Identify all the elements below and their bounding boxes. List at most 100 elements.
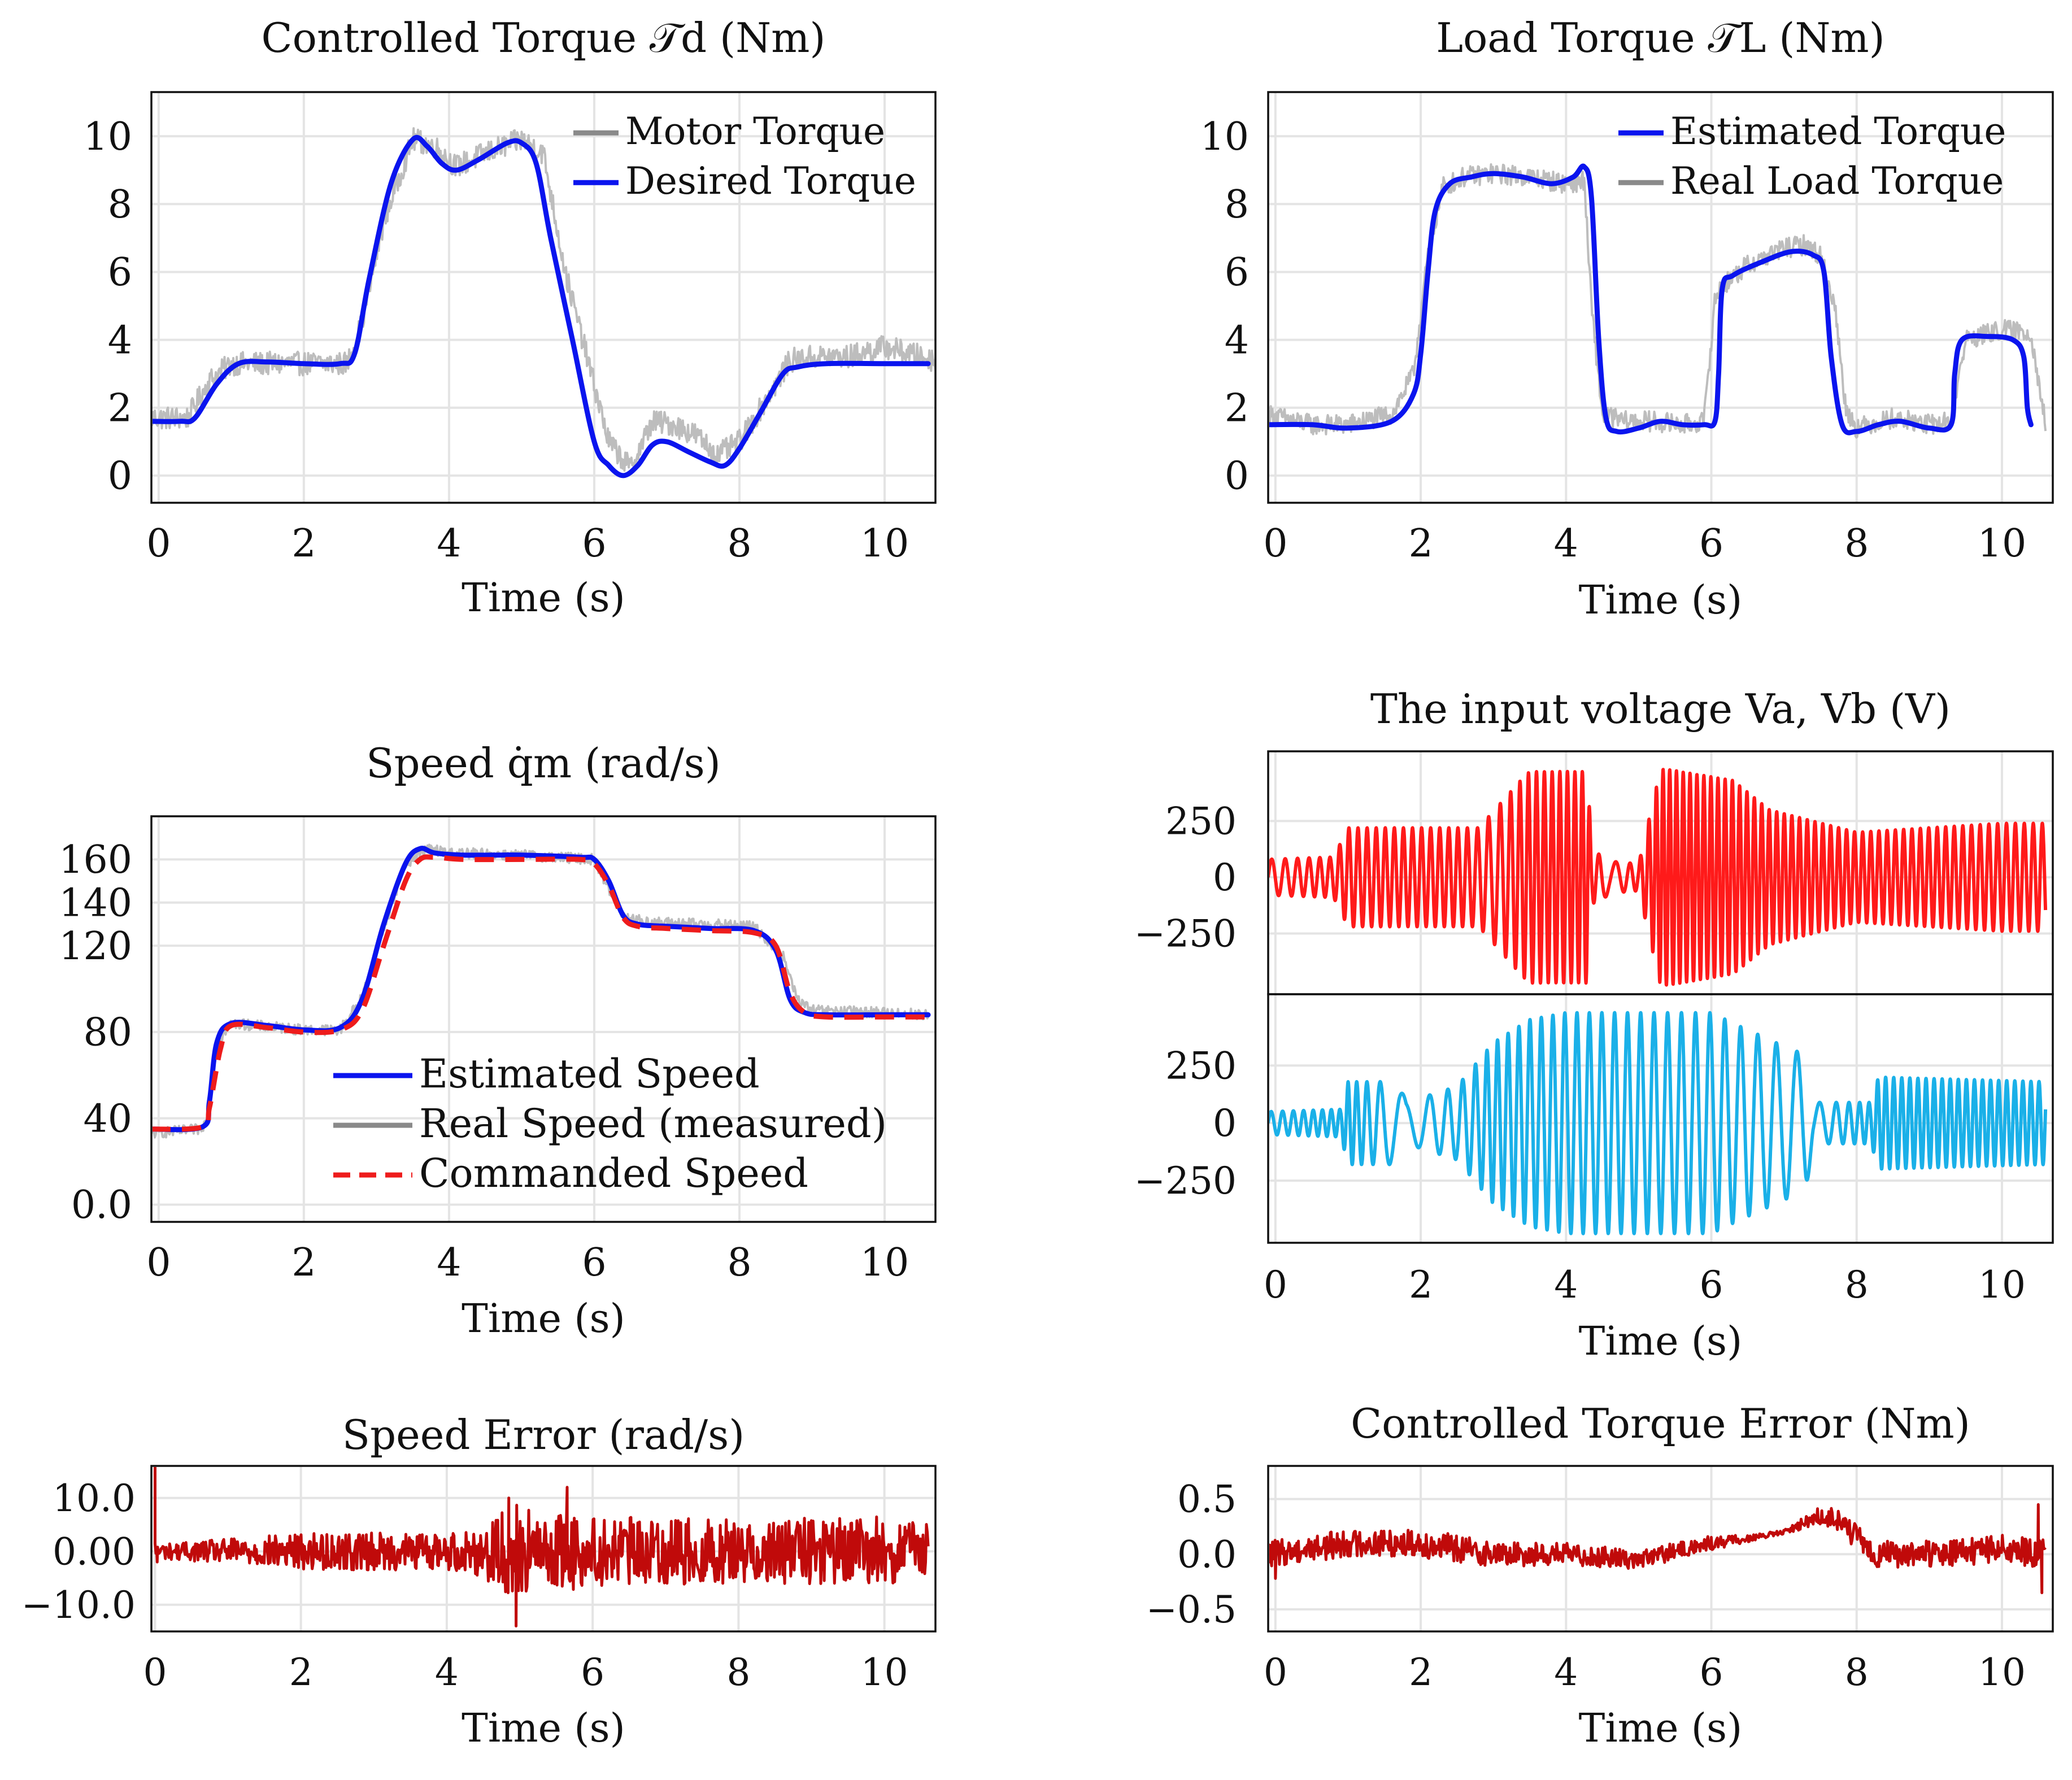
x-tick-label: 2 <box>291 521 316 566</box>
x-tick-label: 0 <box>146 521 171 566</box>
x-tick-label: 2 <box>1409 1263 1433 1307</box>
plot-frame <box>150 91 937 504</box>
legend-label-estimated-torque: Estimated Torque <box>1670 110 2006 153</box>
legend-label-commanded-speed: Commanded Speed <box>419 1150 808 1196</box>
y-tick-label: 120 <box>59 924 132 969</box>
chart-title: Controlled Torque Error (Nm) <box>1351 1400 1970 1447</box>
y-tick-label: 250 <box>1165 800 1237 843</box>
x-tick-label: 0 <box>146 1241 171 1285</box>
series-line-desired-torque <box>153 134 931 478</box>
y-tick-label: −10.0 <box>21 1583 136 1627</box>
y-tick-label: 2 <box>108 386 132 431</box>
y-tick-label: 6 <box>1225 250 1249 295</box>
x-tick-label: 0 <box>1263 521 1287 566</box>
x-tick-label: 0 <box>1264 1651 1287 1694</box>
x-tick-label: 10 <box>1978 1263 2026 1307</box>
x-tick-label: 8 <box>727 1241 751 1285</box>
x-tick-label: 6 <box>1699 521 1723 566</box>
x-axis-label: Time (s) <box>462 1705 625 1751</box>
x-tick-label: 6 <box>582 521 606 566</box>
y-tick-label: 0.5 <box>1177 1478 1237 1521</box>
y-tick-label: 160 <box>59 838 132 882</box>
y-tick-label: 4 <box>1225 318 1249 363</box>
x-axis-label: Time (s) <box>1579 1705 1743 1751</box>
x-tick-label: 6 <box>1700 1651 1723 1694</box>
y-tick-label: −250 <box>1134 1159 1237 1203</box>
x-tick-label: 8 <box>727 521 751 566</box>
y-tick-label: 10 <box>1200 115 1249 159</box>
chart-title: Speed q̇m (rad/s) <box>366 739 721 787</box>
plot-frame <box>1267 1465 2054 1633</box>
y-tick-label: 140 <box>59 881 132 926</box>
x-tick-label: 8 <box>1845 1263 1869 1307</box>
chart-title: Controlled Torque 𝒯d (Nm) <box>262 14 826 62</box>
x-tick-label: 4 <box>1554 1651 1578 1694</box>
y-tick-label: 4 <box>108 318 132 363</box>
plot-frame <box>150 1465 937 1633</box>
y-tick-label: 8 <box>108 182 132 227</box>
x-tick-label: 0 <box>143 1651 167 1694</box>
y-tick-label: −0.5 <box>1146 1588 1237 1631</box>
series-line-va <box>1269 768 2048 987</box>
series-line-estimated-torque <box>1269 163 2034 436</box>
chart-load-torque: Load Torque 𝒯L (Nm) 0 2 4 6 8 10 0 2 4 6 8 10 Time (s… <box>1200 14 2054 623</box>
x-tick-label: 4 <box>1554 1263 1578 1307</box>
y-tick-label: 0 <box>1213 1102 1237 1145</box>
x-tick-label: 10 <box>861 1651 908 1694</box>
chart-title: Speed Error (rad/s) <box>342 1411 745 1459</box>
x-tick-label: 10 <box>860 1241 909 1285</box>
legend-label-real-load-torque: Real Load Torque <box>1670 159 2004 203</box>
series-line-motor-torque <box>153 127 934 472</box>
legend-label-motor-torque: Motor Torque <box>625 110 885 153</box>
y-tick-label: 6 <box>108 250 132 295</box>
chart-controlled-torque-error: Controlled Torque Error (Nm) 0.5 0.0 −0.5 0 2… <box>1146 1400 2054 1751</box>
x-tick-label: 4 <box>1554 521 1578 566</box>
series-line-speed-error <box>154 1467 930 1627</box>
plot-frame-vb <box>1267 993 2054 1244</box>
y-tick-label: 2 <box>1225 386 1249 431</box>
y-tick-label: 0 <box>1213 856 1237 899</box>
series-line-estimated-speed <box>153 846 931 1133</box>
chart-title: Load Torque 𝒯L (Nm) <box>1436 14 1885 62</box>
x-tick-label: 4 <box>437 521 461 566</box>
series-line-vb <box>1269 1011 2048 1235</box>
x-tick-label: 4 <box>435 1651 459 1694</box>
x-tick-label: 10 <box>1978 521 2027 566</box>
chart-controlled-torque: Controlled Torque 𝒯d (Nm) 0 2 4 6 8 10 0 2 4 6 8 10 T… <box>83 14 937 621</box>
y-tick-label: 0 <box>108 454 132 499</box>
series-line-commanded-speed <box>153 854 929 1132</box>
chart-speed-error: Speed Error (rad/s) 10.0 0.00 −10.00 2 4 6 8 10 T… <box>21 1411 937 1751</box>
x-tick-label: 4 <box>437 1241 461 1285</box>
x-tick-label: 2 <box>1408 521 1433 566</box>
y-tick-label: 40 <box>83 1096 132 1141</box>
x-axis-label: Time (s) <box>1579 1318 1743 1364</box>
x-tick-label: 10 <box>1978 1651 2026 1694</box>
legend-label-desired-torque: Desired Torque <box>625 159 916 203</box>
x-tick-label: 8 <box>1845 1651 1869 1694</box>
chart-title: The input voltage Va, Vb (V) <box>1370 685 1951 733</box>
y-tick-label: 250 <box>1165 1044 1237 1087</box>
x-tick-label: 2 <box>291 1241 316 1285</box>
y-tick-label: 8 <box>1225 182 1249 227</box>
y-tick-label: 0.0 <box>71 1183 132 1228</box>
x-tick-label: 8 <box>1844 521 1869 566</box>
x-axis-label: Time (s) <box>462 1295 625 1342</box>
x-tick-label: 2 <box>289 1651 313 1694</box>
x-axis-label: Time (s) <box>462 575 625 621</box>
legend-label-estimated-speed: Estimated Speed <box>419 1051 760 1097</box>
x-tick-label: 8 <box>726 1651 750 1694</box>
series-line-controlled-torque-error <box>1269 1503 2047 1595</box>
y-tick-label: 0 <box>1225 454 1249 499</box>
y-tick-label: 10 <box>83 115 132 159</box>
chart-input-voltage: The input voltage Va, Vb (V) 250 0 −250 250 0… <box>1134 685 2054 1364</box>
x-tick-label: 0 <box>1264 1263 1287 1307</box>
x-axis-label: Time (s) <box>1579 577 1743 623</box>
y-tick-label: 10.0 <box>53 1477 136 1520</box>
y-tick-label: 0.0 <box>1177 1533 1237 1576</box>
x-tick-label: 2 <box>1409 1651 1433 1694</box>
plot-frame <box>1267 91 2054 504</box>
x-tick-label: 10 <box>860 521 909 566</box>
y-tick-label: 80 <box>83 1011 132 1055</box>
x-tick-label: 6 <box>1700 1263 1723 1307</box>
